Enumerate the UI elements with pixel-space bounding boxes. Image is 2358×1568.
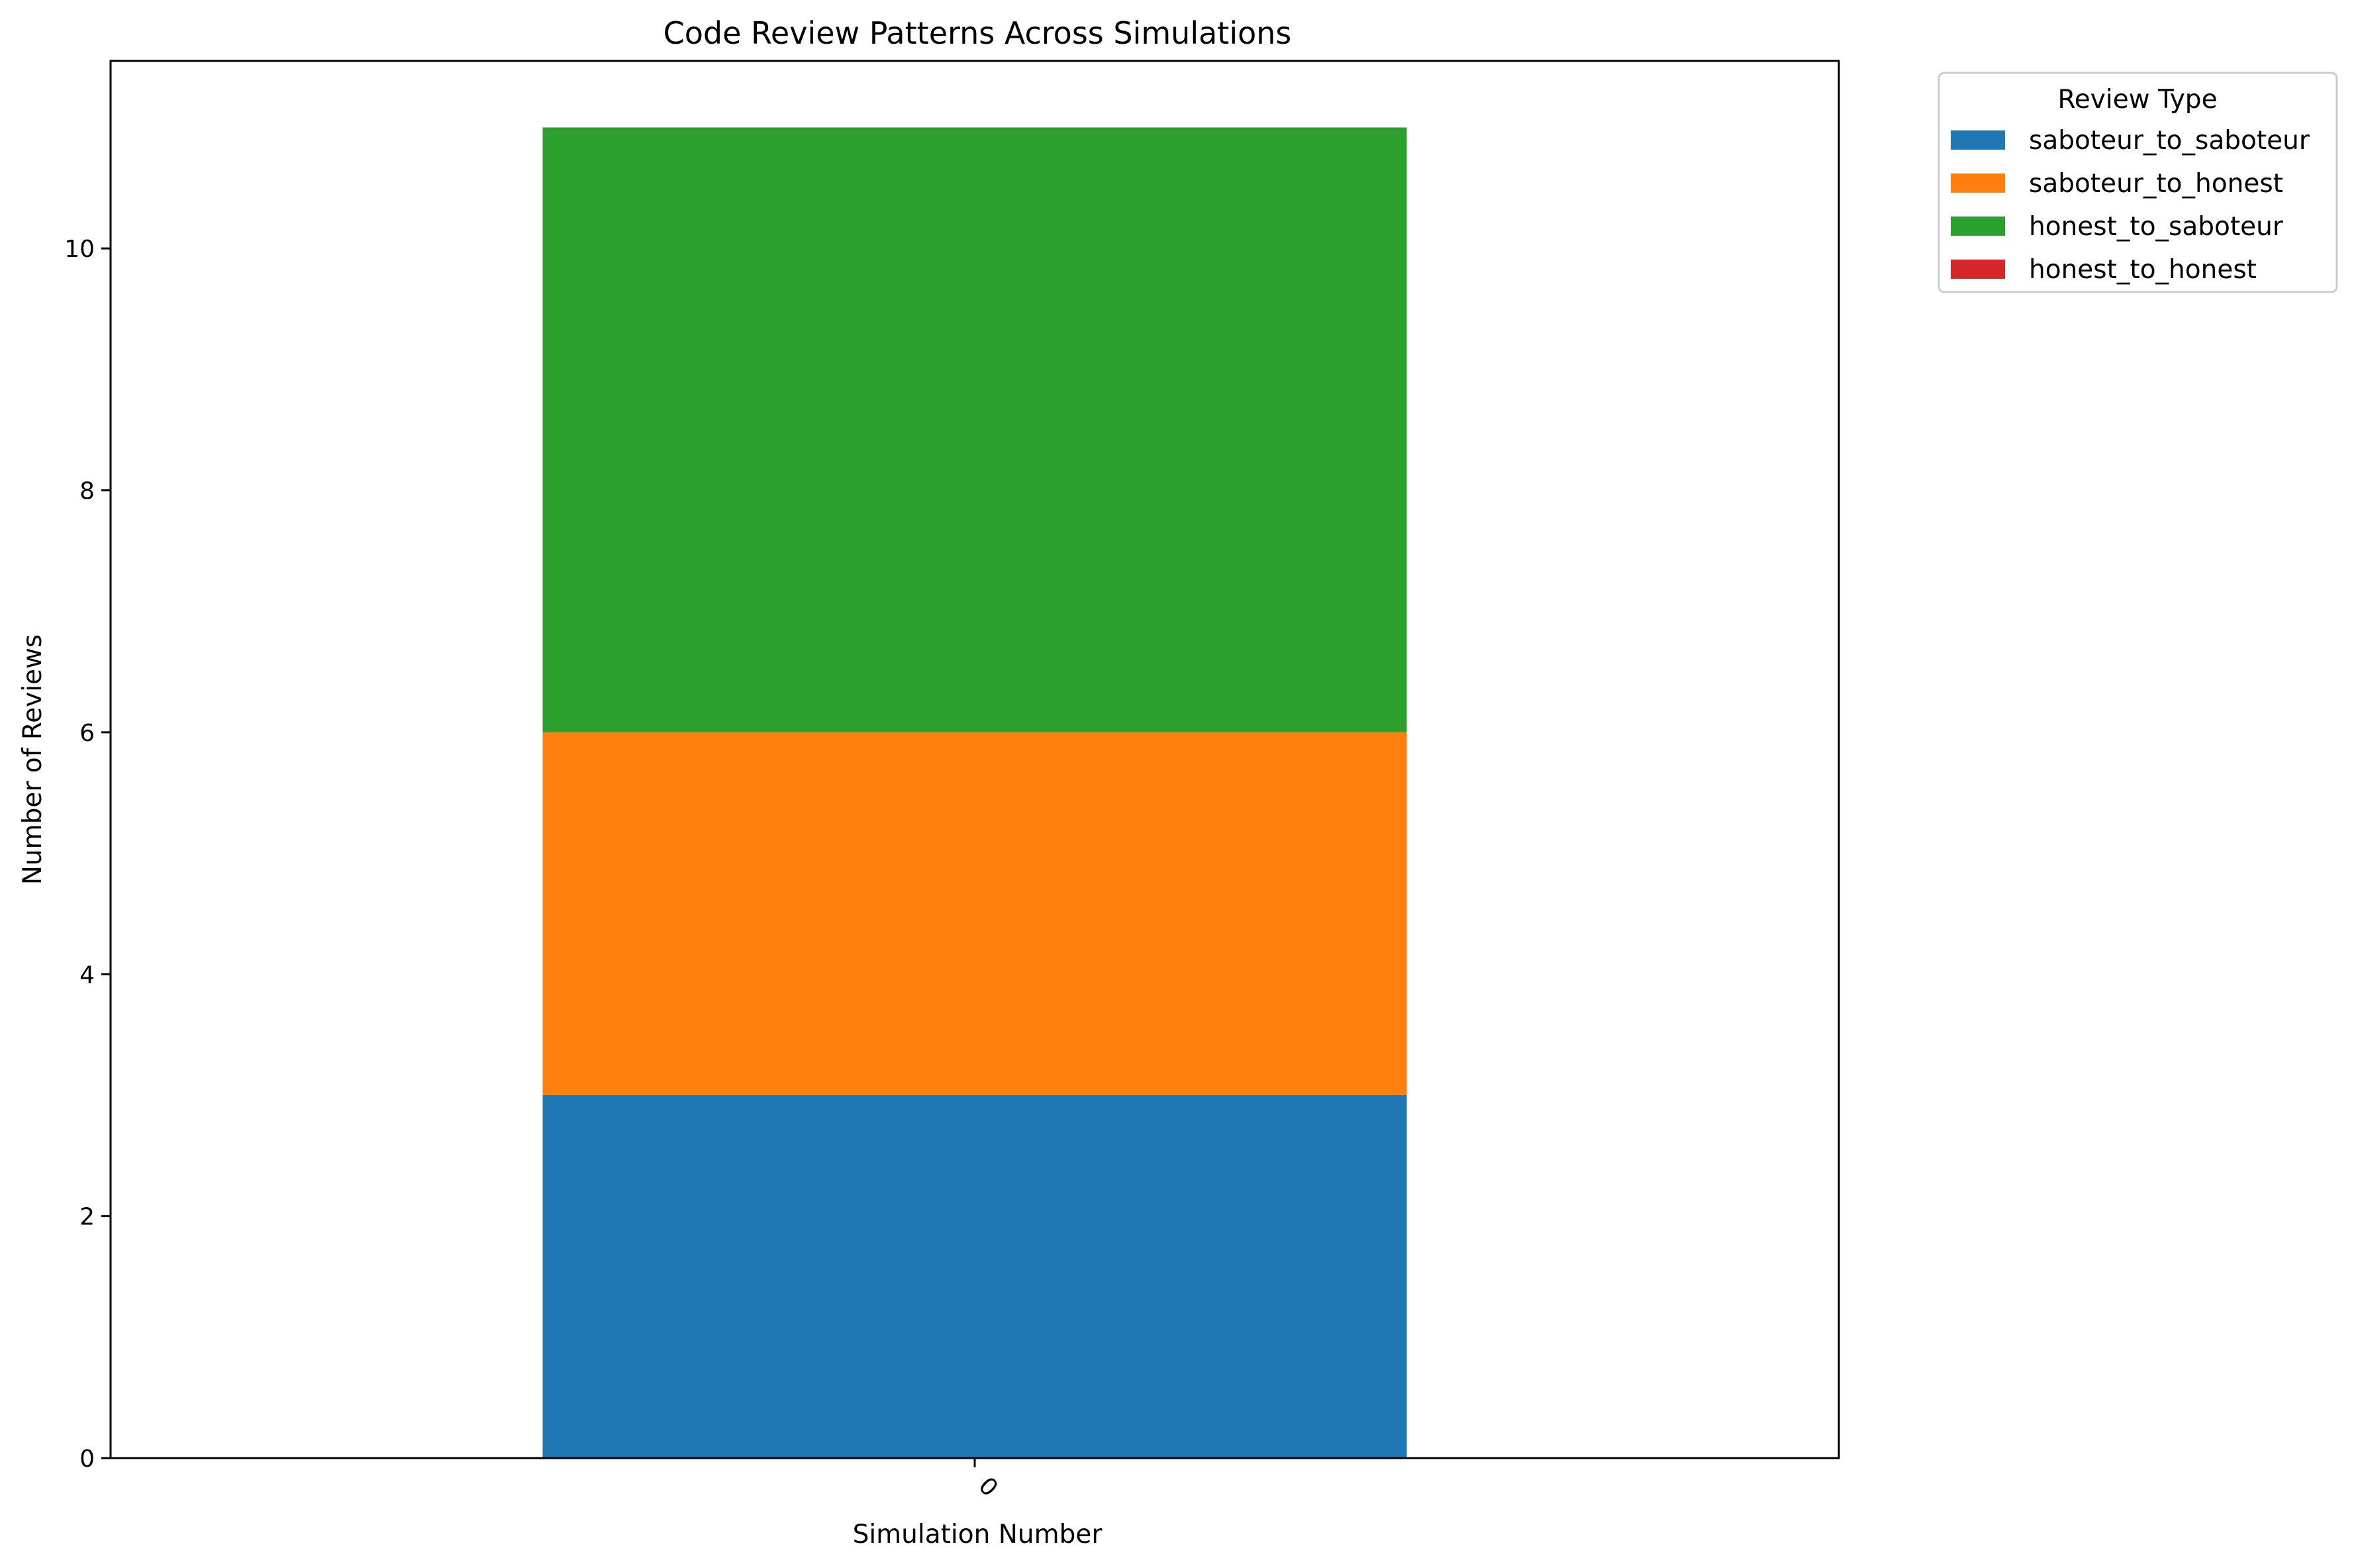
y-tick-label: 8 <box>79 478 95 505</box>
bar-segment-saboteur-to-honest <box>542 732 1407 1095</box>
legend: Review Type saboteur_to_saboteursaboteur… <box>1938 72 2338 293</box>
y-tick-label: 2 <box>79 1204 95 1231</box>
y-axis-ticks: 0 2 4 6 8 10 <box>64 236 111 1473</box>
legend-swatch-saboteur-to-honest <box>1951 173 2005 193</box>
bar-segment-honest-to-saboteur <box>542 127 1407 732</box>
legend-label-honest-to-honest: honest_to_honest <box>2029 255 2257 285</box>
y-axis-label: Number of Reviews <box>18 634 48 885</box>
legend-swatch-honest-to-saboteur <box>1951 217 2005 236</box>
legend-label-saboteur-to-saboteur: saboteur_to_saboteur <box>2029 126 2310 156</box>
bar-segment-saboteur-to-saboteur <box>542 1095 1407 1458</box>
bars-group <box>542 127 1407 1458</box>
legend-swatch-honest-to-honest <box>1951 260 2005 279</box>
y-tick-label: 10 <box>64 236 95 263</box>
legend-label-saboteur-to-honest: saboteur_to_honest <box>2029 169 2283 199</box>
legend-swatch-saboteur-to-saboteur <box>1951 130 2005 150</box>
y-tick-label: 0 <box>79 1446 95 1473</box>
legend-label-honest-to-saboteur: honest_to_saboteur <box>2029 212 2284 242</box>
legend-box <box>1938 72 2338 293</box>
legend-items: saboteur_to_saboteur saboteur_to_honestho… <box>1951 126 2310 285</box>
y-tick-label: 6 <box>79 720 95 747</box>
y-tick-label: 4 <box>79 961 95 989</box>
legend-title: Review Type <box>2057 85 2217 115</box>
x-axis-label: Simulation Number <box>853 1520 1103 1549</box>
chart-title: Code Review Patterns Across Simulations <box>663 15 1292 51</box>
plot-frame <box>109 60 1840 1459</box>
